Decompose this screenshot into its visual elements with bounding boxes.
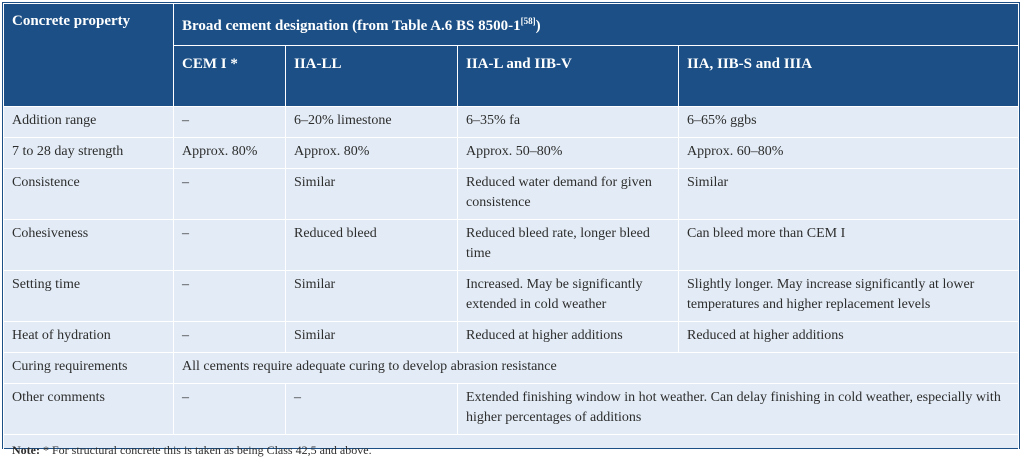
table-cell: Reduced water demand for given consisten… bbox=[457, 168, 679, 220]
row-label: Other comments bbox=[3, 383, 174, 435]
table-row: Setting time – Similar Increased. May be si… bbox=[3, 270, 1019, 322]
row-label: Cohesiveness bbox=[3, 219, 174, 271]
table-cell: – bbox=[173, 383, 286, 435]
table-cell: Reduced bleed rate, longer bleed time bbox=[457, 219, 679, 271]
table-cell: All cements require adequate curing to d… bbox=[173, 352, 1019, 384]
table-cell: Approx. 60–80% bbox=[678, 137, 1019, 169]
column-header: CEM I * bbox=[173, 45, 286, 107]
table-row: Cohesiveness – Reduced bleed Reduced bleed … bbox=[3, 219, 1019, 271]
table-cell: – bbox=[173, 219, 286, 271]
header-text: Broad cement designation (from Table A.6… bbox=[182, 18, 521, 34]
table: Concrete property Broad cement designati… bbox=[3, 3, 1019, 467]
table-cell: – bbox=[173, 106, 286, 138]
table-cell: – bbox=[285, 383, 458, 435]
table-cell: Approx. 80% bbox=[173, 137, 286, 169]
table-cell: Approx. 80% bbox=[285, 137, 458, 169]
column-header: IIA, IIB-S and IIIA bbox=[678, 45, 1019, 107]
table-cell: 6–20% limestone bbox=[285, 106, 458, 138]
table-cell: – bbox=[173, 321, 286, 353]
header-text: ) bbox=[535, 18, 541, 34]
table-cell: Reduced at higher additions bbox=[678, 321, 1019, 353]
header-ref: [58] bbox=[520, 16, 536, 26]
row-label: Setting time bbox=[3, 270, 174, 322]
table-row: Consistence – Similar Reduced water demand … bbox=[3, 168, 1019, 220]
note-label: Note: bbox=[12, 443, 40, 457]
row-label: Curing requirements bbox=[3, 352, 174, 384]
table-row: Heat of hydration – Similar Reduced at high… bbox=[3, 321, 1019, 353]
table-cell: Can bleed more than CEM I bbox=[678, 219, 1019, 271]
table-cell: Similar bbox=[285, 321, 458, 353]
table-row: 7 to 28 day strength Approx. 80% Approx. 8… bbox=[3, 137, 1019, 169]
table-cell: – bbox=[173, 270, 286, 322]
table-cell: 6–65% ggbs bbox=[678, 106, 1019, 138]
table-cell: Increased. May be significantly extended… bbox=[457, 270, 679, 322]
note-row: Note: * For structural concrete this is … bbox=[3, 434, 1019, 467]
column-header: IIA-L and IIB-V bbox=[457, 45, 679, 107]
row-label: 7 to 28 day strength bbox=[3, 137, 174, 169]
note-text: * For structural concrete this is taken … bbox=[39, 443, 372, 457]
row-label: Heat of hydration bbox=[3, 321, 174, 353]
table-cell: – bbox=[173, 168, 286, 220]
table-cell: Reduced bleed bbox=[285, 219, 458, 271]
column-header: IIA-LL bbox=[285, 45, 458, 107]
row-label: Addition range bbox=[3, 106, 174, 138]
table-row: Addition range –6–20% limestone 6–35% fa 6–… bbox=[3, 106, 1019, 138]
table-cell: 6–35% fa bbox=[457, 106, 679, 138]
table-cell: Similar bbox=[285, 168, 458, 220]
table-cell: Slightly longer. May increase significan… bbox=[678, 270, 1019, 322]
table-cell: Extended finishing window in hot weather… bbox=[457, 383, 1019, 435]
table-cell: Approx. 50–80% bbox=[457, 137, 679, 169]
row-label: Consistence bbox=[3, 168, 174, 220]
table-row: Other comments – – Extended finishing windo… bbox=[3, 383, 1019, 435]
table-cell: Similar bbox=[285, 270, 458, 322]
table-cell: Similar bbox=[678, 168, 1019, 220]
header-group: Broad cement designation (from Table A.6… bbox=[173, 3, 1019, 46]
header-cell: Concrete property bbox=[3, 3, 174, 107]
table-cell: Reduced at higher additions bbox=[457, 321, 679, 353]
note: Note: * For structural concrete this is … bbox=[3, 434, 1019, 467]
table-row: Curing requirements All cements require a… bbox=[3, 352, 1019, 384]
